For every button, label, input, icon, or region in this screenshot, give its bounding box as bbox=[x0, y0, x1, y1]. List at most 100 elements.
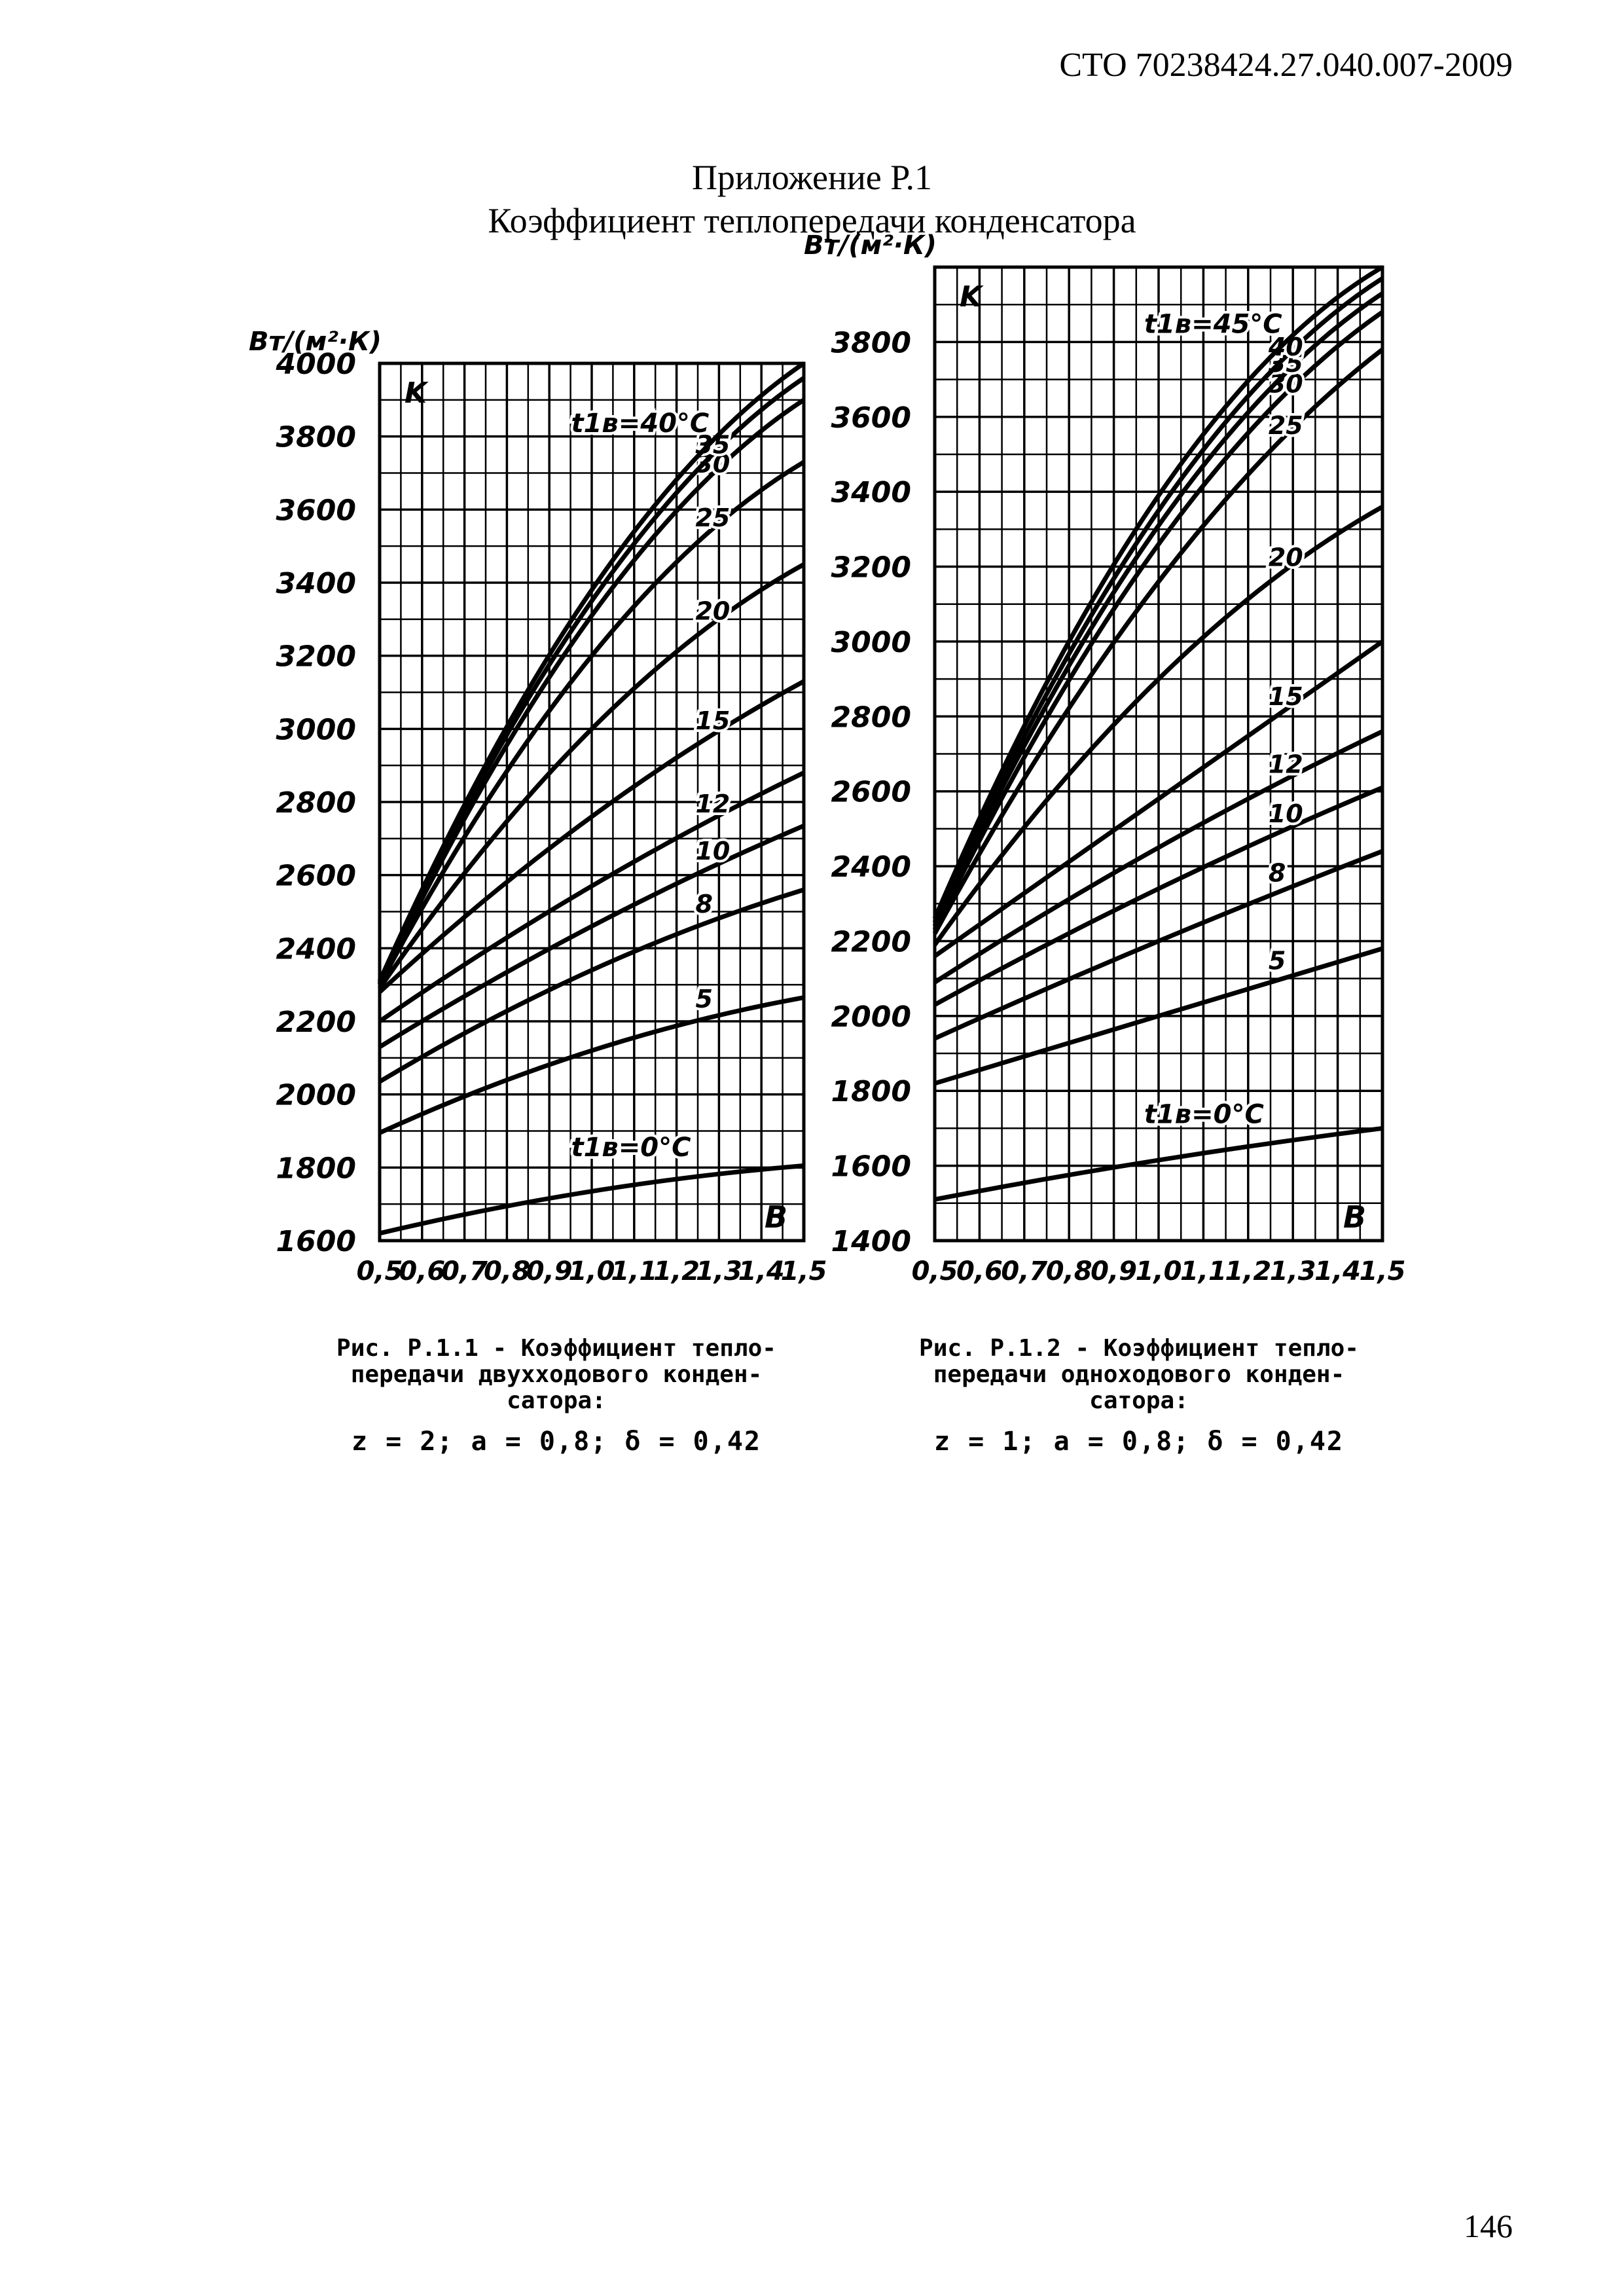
chart-2-series-7-line bbox=[932, 348, 1384, 935]
chart-1-xtick-label-10: 1,5 bbox=[781, 1256, 827, 1286]
chart-1-series-5-label: 15 bbox=[695, 706, 730, 735]
figure-caption-2: Рис. Р.1.2 - Коэффициент тепло- передачи… bbox=[864, 1336, 1414, 1455]
chart-1-ytick-label-9: 3400 bbox=[276, 567, 356, 600]
chart-1-series-5-line bbox=[378, 679, 805, 994]
chart-1-series-4-label: 12 bbox=[695, 790, 730, 818]
chart-2-series-9-line bbox=[932, 291, 1384, 928]
chart-2-x-symbol: B bbox=[1343, 1199, 1366, 1235]
chart-2-xtick-label-7: 1,2 bbox=[1225, 1256, 1271, 1286]
chart-2-series-2-label: 8 bbox=[1269, 859, 1286, 888]
chart-1-ytick-label-8: 3200 bbox=[276, 640, 356, 674]
chart-1-ytick-label-12: 4000 bbox=[276, 348, 356, 381]
chart-1-ytick-label-0: 1600 bbox=[276, 1225, 356, 1258]
chart-1-xtick-label-7: 1,2 bbox=[653, 1256, 700, 1286]
chart-1-series-2-line bbox=[378, 887, 805, 1084]
chart-1-ytick-label-5: 2600 bbox=[276, 860, 356, 893]
chart-1-series-0-line bbox=[379, 1163, 804, 1236]
chart-1-series-1-line bbox=[378, 995, 804, 1135]
appendix-heading: Приложение Р.1 Коэффициент теплопередачи… bbox=[0, 156, 1624, 242]
chart-1-ytick-label-2: 2000 bbox=[276, 1079, 356, 1112]
chart-1-xtick-label-0: 0,5 bbox=[357, 1256, 403, 1286]
chart-2-ytick-label-4: 2200 bbox=[831, 925, 911, 958]
chart-1-xtick-label-8: 1,3 bbox=[696, 1256, 742, 1286]
caption-2-line-1: Рис. Р.1.2 - Коэффициент тепло- bbox=[919, 1335, 1359, 1362]
caption-1-line-1: Рис. Р.1.1 - Коэффициент тепло- bbox=[336, 1335, 776, 1362]
chart-2-xtick-label-1: 0,6 bbox=[956, 1256, 1003, 1286]
chart-1-y-symbol: K bbox=[405, 376, 429, 410]
chart-1-xtick-label-2: 0,7 bbox=[441, 1256, 488, 1286]
document-code: СТО 70238424.27.040.007-2009 bbox=[1059, 46, 1513, 84]
caption-1-params: z = 2; a = 0,8; δ = 0,42 bbox=[352, 1427, 761, 1457]
chart-2-ytick-label-1: 1600 bbox=[831, 1150, 911, 1184]
chart-1-series-3-label: 10 bbox=[695, 837, 730, 866]
chart-1-ytick-label-10: 3600 bbox=[276, 494, 356, 527]
chart-1-ytick-label-3: 2200 bbox=[276, 1006, 356, 1039]
chart-2-ytick-label-5: 2400 bbox=[831, 850, 911, 884]
chart-1-ytick-label-7: 3000 bbox=[276, 713, 356, 746]
chart-1-series-3-line bbox=[378, 824, 805, 1049]
chart-1-series-6-label: 20 bbox=[695, 597, 730, 626]
chart-2-ytick-label-2: 1800 bbox=[831, 1075, 911, 1108]
chart-2-xtick-label-2: 0,7 bbox=[1001, 1256, 1047, 1286]
chart-2-unit-label: Вт/(м²·К) bbox=[804, 230, 937, 261]
chart-2-ytick-label-10: 3400 bbox=[831, 476, 911, 509]
chart-2-frame bbox=[933, 265, 1384, 1243]
chart-1-series-2-label: 8 bbox=[695, 890, 712, 919]
chart-2-ytick-label-0: 1400 bbox=[831, 1225, 911, 1258]
chart-1-ytick-label-11: 3800 bbox=[276, 421, 356, 454]
chart-1-series-0-label: t1в=0°C bbox=[571, 1133, 691, 1163]
chart-1-xtick-label-6: 1,1 bbox=[611, 1256, 657, 1286]
chart-2-ytick-label-8: 3000 bbox=[831, 626, 911, 659]
chart-2-y-symbol: K bbox=[960, 280, 984, 314]
chart-1-series-1-label: 5 bbox=[695, 985, 712, 1013]
chart-2-series-3-line bbox=[933, 785, 1384, 1007]
chart-2-series-0-label: t1в=0°C bbox=[1144, 1099, 1264, 1129]
chart-2-ytick-label-9: 3200 bbox=[831, 551, 911, 585]
chart-2-series-10-line bbox=[932, 276, 1384, 924]
chart-2-series-5-line bbox=[933, 640, 1384, 958]
chart-2-xtick-label-0: 0,5 bbox=[912, 1256, 958, 1286]
chart-2-xtick-label-10: 1,5 bbox=[1360, 1256, 1406, 1286]
chart-2-series-8-line bbox=[932, 310, 1384, 931]
appendix-title: Коэффициент теплопередачи конденсатора bbox=[488, 201, 1136, 240]
chart-1-xtick-label-4: 0,9 bbox=[526, 1256, 573, 1286]
chart-2-series-1-line bbox=[933, 946, 1384, 1086]
chart-1-xtick-label-1: 0,6 bbox=[399, 1256, 445, 1286]
chart-2-xtick-label-8: 1,3 bbox=[1270, 1256, 1316, 1286]
chart-1-xtick-label-9: 1,4 bbox=[738, 1256, 785, 1286]
chart-1-series-7-label: 25 bbox=[695, 503, 730, 532]
chart-1-xtick-label-3: 0,8 bbox=[484, 1256, 530, 1286]
chart-1-unit-label: Вт/(м²·К) bbox=[249, 327, 382, 357]
chart-2-xtick-label-5: 1,0 bbox=[1136, 1256, 1182, 1286]
chart-2-series-6-line bbox=[933, 504, 1384, 947]
chart-2-series-4-line bbox=[933, 729, 1384, 985]
chart-2-series-11-label: t1в=45°C bbox=[1144, 309, 1282, 339]
chart-1-series-6-line bbox=[378, 562, 805, 990]
chart-1-series-7-line bbox=[377, 460, 805, 986]
caption-2-line-3: сатора: bbox=[1089, 1387, 1189, 1414]
chart-2-series-0-line bbox=[934, 1125, 1383, 1202]
chart-2-series-5-label: 15 bbox=[1269, 682, 1303, 711]
figure-caption-1: Рис. Р.1.1 - Коэффициент тепло- передачи… bbox=[281, 1336, 831, 1455]
appendix-label: Приложение Р.1 bbox=[691, 158, 933, 197]
page-number: 146 bbox=[1464, 2208, 1513, 2244]
chart-2-xtick-label-6: 1,1 bbox=[1180, 1256, 1227, 1286]
chart-1-ytick-label-6: 2800 bbox=[276, 786, 356, 820]
chart-2-series-4-label: 12 bbox=[1269, 750, 1303, 779]
chart-2-xtick-label-3: 0,8 bbox=[1046, 1256, 1092, 1286]
chart-1-xtick-label-5: 1,0 bbox=[569, 1256, 615, 1286]
chart-2-series-7-label: 25 bbox=[1269, 411, 1303, 440]
chart-2-ytick-label-12: 3800 bbox=[831, 326, 911, 359]
chart-2-xtick-label-9: 1,4 bbox=[1314, 1256, 1361, 1286]
chart-1-series-8-line bbox=[377, 397, 805, 986]
chart-1-series-10-line bbox=[377, 361, 805, 983]
chart-2-ytick-label-3: 2000 bbox=[831, 1000, 911, 1034]
chart-2-ytick-label-11: 3600 bbox=[831, 401, 911, 435]
chart-2-series-2-line bbox=[933, 848, 1384, 1041]
chart-1-series-4-line bbox=[378, 771, 805, 1023]
chart-2-ytick-label-7: 2800 bbox=[831, 701, 911, 734]
caption-1-line-2: передачи двухходового конден- bbox=[350, 1361, 763, 1388]
chart-1-ytick-label-1: 1800 bbox=[276, 1152, 356, 1185]
caption-2-params: z = 1; a = 0,8; δ = 0,42 bbox=[934, 1427, 1344, 1457]
